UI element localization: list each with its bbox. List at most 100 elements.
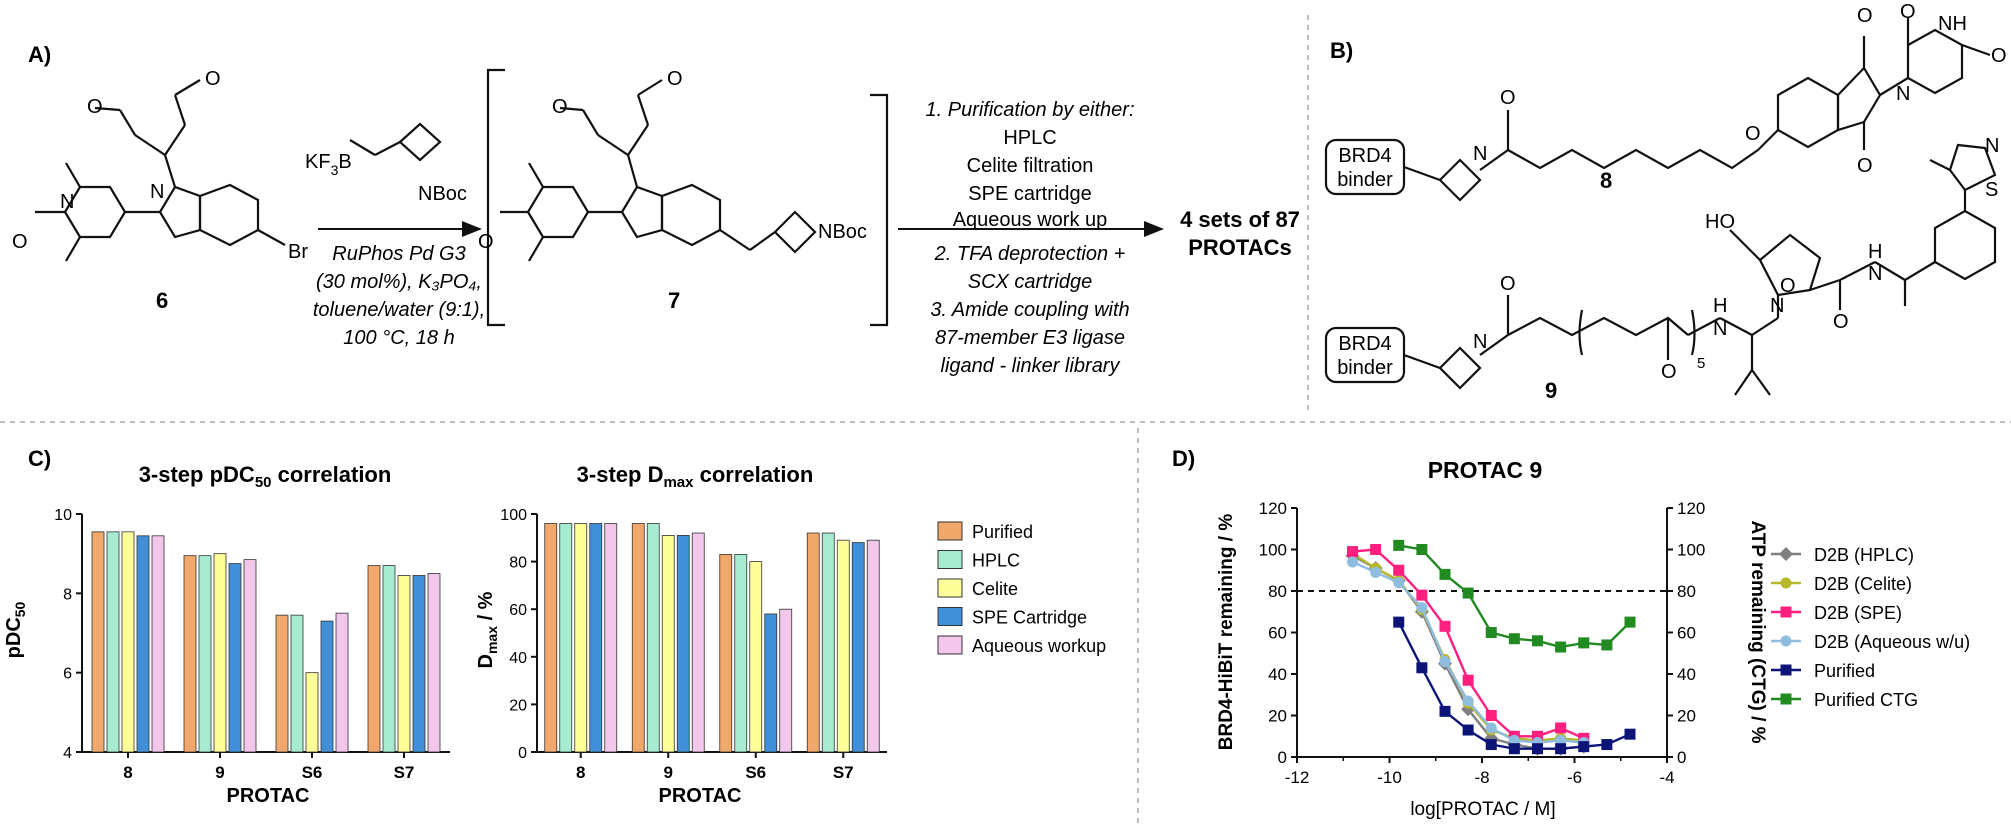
compound-8-label: 8 bbox=[1600, 168, 1612, 193]
legend-swatch bbox=[937, 635, 963, 655]
legend-label: D2B (SPE) bbox=[1814, 603, 1902, 623]
title-rest: correlation bbox=[694, 462, 814, 487]
scheme-panel bbox=[35, 68, 889, 327]
chart-pdc50-title: 3-step pDC50 correlation bbox=[139, 462, 392, 491]
atom-o-8e: O bbox=[1900, 1, 1916, 23]
y-tick-label: 40 bbox=[1268, 665, 1287, 684]
bar bbox=[427, 573, 441, 753]
atom-o-8a: O bbox=[1500, 87, 1516, 109]
x-tick-label: 9 bbox=[215, 763, 224, 782]
data-point bbox=[1532, 743, 1543, 755]
atom-o-7: O bbox=[478, 231, 494, 253]
legend-label: Purified bbox=[1814, 661, 1875, 681]
y-tick-label: 80 bbox=[1268, 582, 1287, 601]
condition-line: 100 °C, 18 h bbox=[343, 327, 454, 349]
bar bbox=[382, 565, 396, 753]
atom-o-9a: O bbox=[1500, 273, 1516, 295]
data-point bbox=[1578, 637, 1590, 649]
bar bbox=[806, 532, 820, 753]
atom-n-8: N bbox=[1473, 143, 1487, 165]
atom-n-9b: N bbox=[1713, 318, 1727, 340]
bar bbox=[412, 575, 426, 753]
data-point bbox=[1370, 566, 1382, 578]
atom-o-9b: O bbox=[1661, 361, 1677, 383]
y-tick-label: 60 bbox=[1268, 624, 1287, 643]
bar bbox=[367, 565, 381, 753]
y-tick-label: 0 bbox=[518, 745, 527, 762]
panel-label-d: D) bbox=[1172, 446, 1195, 471]
legend-label: Purified bbox=[972, 522, 1033, 542]
bar bbox=[106, 531, 120, 753]
bar bbox=[851, 542, 865, 753]
panel-label-b: B) bbox=[1330, 38, 1353, 63]
data-point bbox=[1393, 539, 1405, 551]
compound-7-label: 7 bbox=[668, 288, 680, 313]
bar bbox=[335, 612, 349, 753]
bar bbox=[676, 535, 690, 753]
x-tick-label: -4 bbox=[1659, 768, 1674, 787]
bar bbox=[734, 554, 748, 753]
y-tick-label: 40 bbox=[509, 650, 527, 667]
y2-tick-label: 80 bbox=[1677, 582, 1696, 601]
condition-line: toluene/water (9:1), bbox=[313, 299, 485, 321]
y-tick-label: 10 bbox=[54, 507, 72, 524]
y-tick-label: 20 bbox=[509, 697, 527, 714]
data-point bbox=[1624, 616, 1636, 628]
compound-8-structure bbox=[1403, 18, 1991, 202]
y-tick-label: 60 bbox=[509, 602, 527, 619]
bar bbox=[151, 535, 165, 753]
data-point bbox=[1370, 544, 1382, 555]
data-point bbox=[1601, 739, 1613, 751]
atom-o-6a: O bbox=[87, 96, 103, 118]
legend-label: HPLC bbox=[972, 551, 1020, 571]
atom-o-6: O bbox=[12, 231, 28, 253]
atom-ho: HO bbox=[1705, 211, 1735, 233]
x-tick-label: 8 bbox=[123, 763, 132, 782]
atom-br: Br bbox=[288, 241, 308, 263]
legend-swatch bbox=[937, 578, 963, 598]
result-line: 4 sets of 87 bbox=[1180, 207, 1300, 232]
ylabel-subscript: 50 bbox=[12, 601, 28, 617]
legend-label: Purified CTG bbox=[1814, 690, 1918, 710]
bar bbox=[91, 531, 105, 753]
bracket-left bbox=[486, 68, 505, 327]
data-point bbox=[1508, 633, 1520, 645]
binder-label-8: BRD4 bbox=[1338, 145, 1391, 167]
step-line: ligand - linker library bbox=[941, 355, 1121, 377]
atom-s-9: S bbox=[1985, 179, 1998, 201]
data-point bbox=[1393, 616, 1405, 628]
title-rest: correlation bbox=[272, 462, 392, 487]
data-point bbox=[1416, 602, 1428, 614]
step-line: Aqueous work up bbox=[953, 209, 1108, 231]
series-line bbox=[1351, 554, 1584, 750]
bar bbox=[136, 535, 150, 753]
bar bbox=[661, 535, 675, 753]
y-tick-label: 8 bbox=[63, 586, 72, 603]
compound-6-label: 6 bbox=[156, 288, 168, 313]
bar bbox=[866, 539, 880, 753]
step-line: SCX cartridge bbox=[968, 271, 1093, 293]
bar bbox=[213, 553, 227, 753]
atom-o-8f: O bbox=[1991, 45, 2007, 67]
legend-label: D2B (Celite) bbox=[1814, 574, 1912, 594]
steps: 1. Purification by either: HPLC Celite f… bbox=[926, 99, 1135, 377]
title-subscript: 50 bbox=[255, 474, 272, 491]
x-tick-label: S6 bbox=[745, 763, 766, 782]
bar bbox=[397, 575, 411, 753]
bar bbox=[121, 531, 135, 753]
x-tick-label: 9 bbox=[664, 763, 673, 782]
legend-label: SPE Cartridge bbox=[972, 608, 1087, 628]
y-tick-label: 6 bbox=[63, 666, 72, 683]
bar bbox=[320, 620, 334, 753]
step-line: 87-member E3 ligase bbox=[935, 327, 1125, 349]
bar bbox=[574, 523, 588, 753]
bar bbox=[243, 559, 257, 753]
data-point bbox=[1439, 705, 1451, 717]
atom-nh-8: NH bbox=[1938, 13, 1967, 35]
step-line: 1. Purification by either: bbox=[926, 99, 1135, 121]
reagent-formula: KF3B bbox=[305, 151, 352, 178]
chart-dmax-xlabel: PROTAC bbox=[659, 785, 742, 807]
legend-swatch bbox=[937, 607, 963, 626]
data-point bbox=[1508, 743, 1520, 755]
